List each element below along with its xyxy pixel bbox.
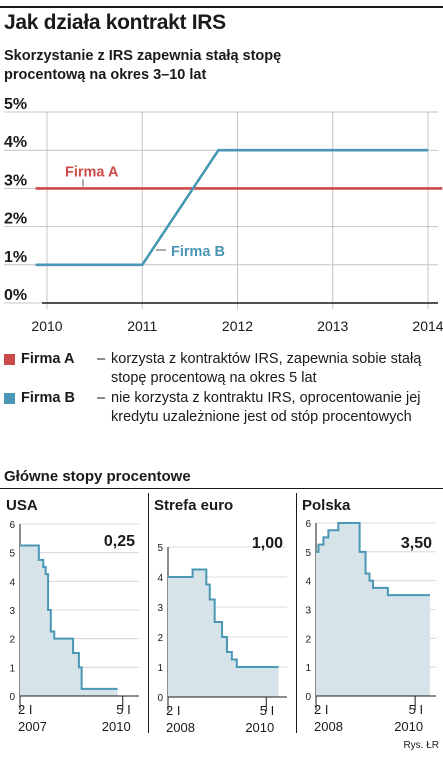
legend-swatch-firma-b (4, 393, 15, 404)
y-tick-label: 5 (157, 543, 163, 554)
page-subtitle: Skorzystanie z IRS zapewnia stałą stopę … (4, 48, 282, 83)
legend-dash: – (97, 390, 106, 406)
x-tick-label: 2011 (127, 318, 157, 334)
poland-rate-chart: Polska 0 1 2 3 4 5 6 3,50 2 I 2008 5 I 2010 (296, 493, 436, 734)
current-rate-label: 1,00 (252, 535, 283, 552)
x-tick-label: 2014 (412, 318, 443, 334)
y-tick-label: 6 (9, 520, 15, 531)
y-tick-label: 5 (9, 549, 15, 560)
y-tick-label: 1 (157, 663, 163, 674)
y-tick-label: 4 (157, 573, 163, 584)
y-tick-label: 0 (157, 693, 163, 704)
credit: Rys. ŁR (403, 740, 439, 751)
series-line (35, 148, 428, 267)
x-tick-bottom-label: 2010 (245, 720, 274, 735)
x-tick-bottom-label: 2008 (314, 719, 343, 734)
y-tick-label: 1 (305, 663, 311, 674)
x-tick-top-label: 5 I (260, 703, 274, 718)
main-chart: 0% 1% 2% 3% 4% 5% 2010 2011 2012 2013 2014 Firma A F… (4, 96, 443, 334)
series-line (316, 522, 430, 597)
x-tick-bottom-label: 2008 (166, 720, 195, 735)
y-tick-label: 6 (305, 519, 311, 530)
y-tick-label: 3 (157, 603, 163, 614)
area-fill (20, 545, 118, 696)
area-fill (168, 569, 279, 697)
legend-item-firma-a: Firma A – korzysta z kontraktów IRS, zap… (4, 350, 439, 386)
series-line (168, 568, 279, 668)
y-tick-label: 1 (9, 663, 15, 674)
x-tick-top-label: 2 I (18, 702, 32, 717)
y-tick-label: 2 (305, 634, 311, 645)
page-title: Jak działa kontrakt IRS (4, 11, 226, 34)
panel-title: USA (6, 497, 38, 514)
x-tick-bottom-label: 2010 (394, 719, 423, 734)
y-tick-label: 0% (4, 287, 27, 304)
legend-item-firma-b: Firma B – nie korzysta z kontraktu IRS, … (4, 389, 439, 425)
legend-text-firma-b: nie korzysta z kontraktu IRS, oprocentow… (111, 390, 421, 425)
series-line (20, 544, 118, 690)
y-tick-label: 4 (305, 577, 311, 588)
x-tick-top-label: 5 I (116, 702, 130, 717)
y-tick-label: 2 (157, 633, 163, 644)
area-fill (316, 523, 430, 696)
y-tick-label: 5 (305, 548, 311, 559)
y-tick-label: 3 (9, 606, 15, 617)
y-tick-label: 1% (4, 249, 27, 266)
annotation-firma-b: Firma B (171, 244, 225, 260)
panel-title: Polska (302, 497, 351, 514)
x-tick-bottom-label: 2007 (18, 719, 47, 734)
euro-rate-chart: Strefa euro 0 1 2 3 4 5 1,00 2 I 2008 5 I 2010 (148, 493, 287, 735)
y-tick-label: 4 (9, 577, 15, 588)
y-tick-label: 0 (9, 692, 15, 703)
x-tick-top-label: 5 I (409, 702, 423, 717)
legend-swatch-firma-a (4, 354, 15, 365)
legend-dash: – (97, 351, 106, 367)
annotation-firma-a: Firma A (65, 164, 119, 180)
y-tick-label: 5% (4, 96, 27, 113)
x-tick-top-label: 2 I (166, 703, 180, 718)
y-tick-label: 0 (305, 692, 311, 703)
section-rule (0, 488, 443, 489)
current-rate-label: 3,50 (401, 535, 432, 552)
y-tick-label: 2 (9, 635, 15, 646)
x-tick-label: 2010 (31, 318, 62, 334)
legend-text-firma-a: korzysta z kontraktów IRS, zapewnia sobi… (111, 351, 422, 386)
y-tick-label: 3% (4, 172, 27, 189)
x-tick-bottom-label: 2010 (102, 719, 131, 734)
x-tick-label: 2012 (222, 318, 253, 334)
y-tick-label: 4% (4, 134, 27, 151)
section-title: Główne stopy procentowe (4, 468, 191, 485)
y-tick-label: 3 (305, 606, 311, 617)
panel-title: Strefa euro (154, 497, 233, 514)
legend-name-firma-b: Firma B (21, 390, 75, 406)
x-tick-label: 2013 (317, 318, 348, 334)
legend-name-firma-a: Firma A (21, 351, 75, 367)
x-tick-top-label: 2 I (314, 702, 328, 717)
top-rule (0, 6, 443, 8)
current-rate-label: 0,25 (104, 533, 135, 550)
y-tick-label: 2% (4, 211, 27, 228)
usa-rate-chart: USA 0 1 2 3 4 5 6 0,25 2 I 2007 5 I 2010 (6, 497, 139, 734)
